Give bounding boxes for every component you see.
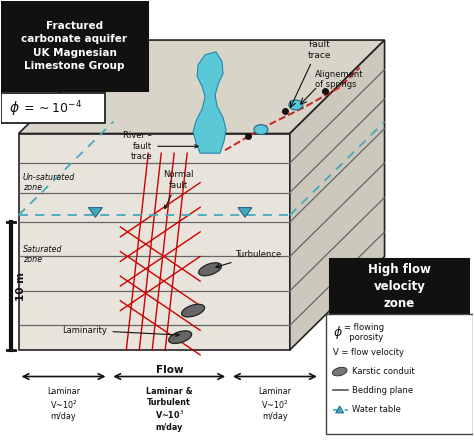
Text: Laminarity: Laminarity: [63, 326, 179, 337]
Text: 10 m: 10 m: [16, 272, 26, 300]
Polygon shape: [89, 208, 102, 217]
Text: Un-saturated
zone: Un-saturated zone: [23, 173, 75, 192]
Text: Fractured
carbonate aquifer
UK Magnesian
Limestone Group: Fractured carbonate aquifer UK Magnesian…: [21, 21, 128, 71]
Text: Laminar
V~10$^{2}$
m/day: Laminar V~10$^{2}$ m/day: [47, 387, 80, 421]
Text: V = flow velocity: V = flow velocity: [333, 348, 404, 358]
Text: $\phi$: $\phi$: [9, 99, 19, 117]
Text: $\phi$: $\phi$: [333, 324, 343, 341]
Text: Flow: Flow: [156, 365, 184, 375]
Text: Fault
trace: Fault trace: [308, 40, 331, 60]
Text: Bedding plane: Bedding plane: [352, 386, 413, 395]
Ellipse shape: [199, 263, 221, 276]
Text: Karstic conduit: Karstic conduit: [352, 367, 414, 376]
FancyBboxPatch shape: [326, 314, 474, 434]
Text: Saturated
zone: Saturated zone: [23, 245, 62, 264]
Polygon shape: [18, 40, 384, 133]
Text: Normal
fault: Normal fault: [163, 170, 193, 209]
Text: River –
fault
trace: River – fault trace: [123, 132, 198, 161]
Polygon shape: [193, 52, 226, 153]
Polygon shape: [336, 406, 344, 413]
Text: High flow
velocity
zone: High flow velocity zone: [368, 263, 431, 310]
FancyBboxPatch shape: [330, 260, 469, 314]
Ellipse shape: [169, 331, 191, 343]
Text: Laminar
V~10$^{2}$
m/day: Laminar V~10$^{2}$ m/day: [258, 387, 292, 421]
FancyBboxPatch shape: [0, 93, 105, 123]
Text: Laminar &
Turbulent
V~10$^{3}$
m/day: Laminar & Turbulent V~10$^{3}$ m/day: [146, 387, 192, 431]
Polygon shape: [238, 208, 252, 217]
Ellipse shape: [289, 100, 303, 110]
Ellipse shape: [254, 124, 268, 135]
Text: Alignement
of springs: Alignement of springs: [315, 70, 363, 89]
Ellipse shape: [332, 367, 347, 376]
Text: Water table: Water table: [352, 405, 401, 415]
Text: = flowing
  porosity: = flowing porosity: [344, 323, 384, 342]
Text: Turbulence: Turbulence: [216, 250, 281, 268]
FancyBboxPatch shape: [0, 1, 148, 91]
Polygon shape: [18, 133, 290, 350]
Ellipse shape: [182, 304, 205, 317]
Polygon shape: [290, 40, 384, 350]
Text: $=\sim10^{-4}$: $=\sim10^{-4}$: [21, 100, 82, 116]
